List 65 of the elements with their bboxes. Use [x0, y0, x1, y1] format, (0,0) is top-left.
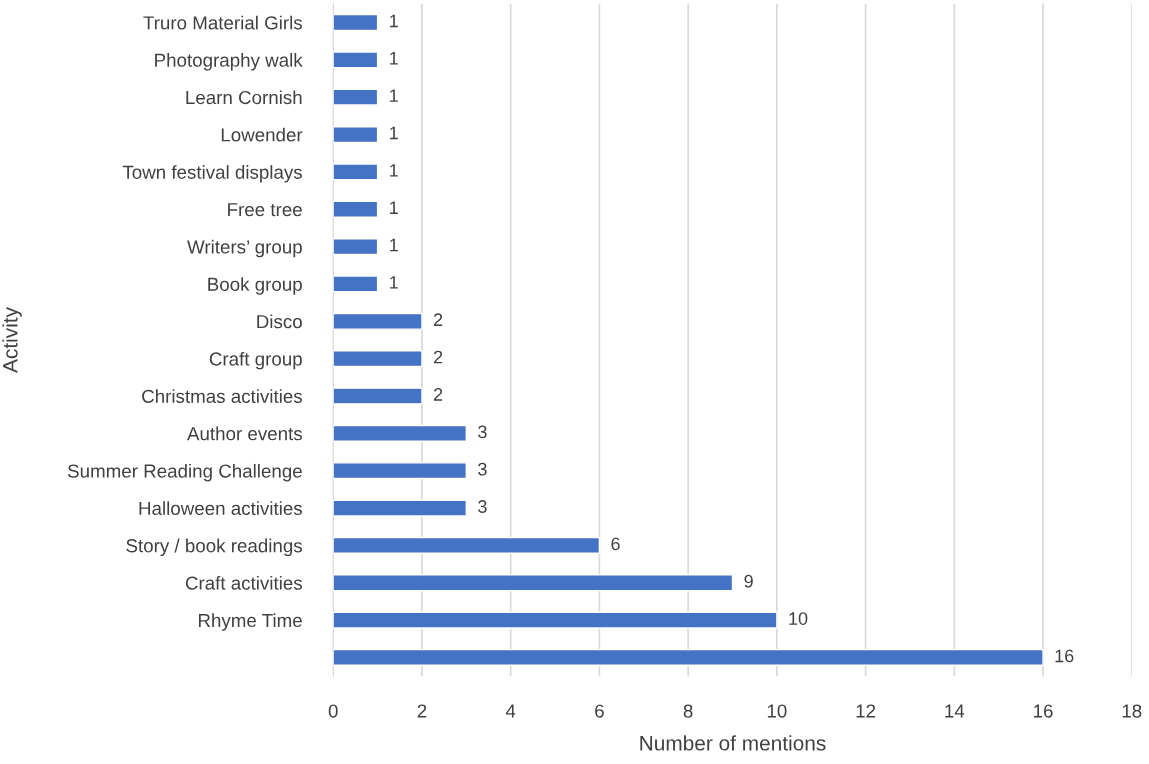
data-label: 1	[390, 89, 398, 102]
bar	[333, 350, 423, 368]
bar	[333, 200, 379, 218]
bar	[333, 312, 423, 330]
x-tick-label: 4	[505, 704, 516, 718]
y-tick-label: Photography walk	[155, 53, 303, 71]
y-tick-label: Lowender	[221, 127, 303, 142]
bar	[333, 51, 379, 69]
data-label: 1	[390, 201, 398, 214]
bar	[333, 499, 467, 517]
x-tick-label: 16	[1034, 704, 1053, 718]
y-tick-label: Disco	[257, 314, 302, 329]
bar	[333, 126, 379, 144]
bar	[333, 163, 379, 181]
bar	[333, 574, 734, 592]
y-tick-label: Craft group	[209, 351, 302, 370]
y-tick-label: Craft activities	[185, 575, 302, 590]
data-label: 1	[390, 238, 398, 252]
y-tick-label: Christmas activities	[142, 389, 302, 403]
y-tick-label: Truro Material Girls	[143, 15, 302, 30]
data-label: 2	[433, 313, 443, 326]
bar	[333, 536, 601, 554]
data-label: 9	[744, 574, 753, 588]
bar	[333, 238, 379, 256]
data-label: 3	[478, 500, 487, 513]
x-axis-title: Number of mentions	[640, 735, 826, 751]
bar	[333, 424, 467, 442]
data-label: 1	[390, 14, 398, 28]
y-tick-label: Town festival displays	[122, 165, 302, 183]
x-tick-label: 2	[417, 704, 427, 718]
data-label: 6	[611, 537, 620, 551]
y-tick-label: Free tree	[228, 203, 302, 217]
data-label: 1	[390, 164, 398, 177]
bar	[333, 611, 778, 629]
data-label: 16	[1055, 649, 1074, 663]
y-tick-label: Halloween activities	[139, 501, 302, 516]
data-label: 2	[433, 350, 443, 364]
bar	[333, 462, 467, 480]
y-tick-label: Writers’ group	[187, 239, 302, 258]
x-tick-label: 0	[328, 704, 338, 718]
y-tick-label: Story / book readings	[126, 538, 302, 557]
bar	[333, 13, 379, 32]
data-label: 2	[433, 388, 443, 401]
data-label: 3	[478, 425, 487, 439]
x-tick-label: 14	[945, 704, 965, 718]
data-label: 1	[390, 126, 398, 140]
x-tick-label: 6	[595, 704, 604, 718]
y-tick-label: Learn Cornish	[186, 90, 302, 105]
y-tick-label: Summer Reading Challenge	[67, 463, 302, 482]
bar	[333, 275, 379, 293]
x-tick-label: 10	[767, 704, 787, 718]
data-label: 1	[390, 52, 398, 65]
data-label: 10	[789, 612, 808, 625]
bar	[333, 648, 1044, 667]
y-axis-title: Activity	[2, 307, 22, 373]
x-tick-label: 8	[683, 704, 693, 718]
x-tick-label: 12	[856, 704, 876, 718]
y-tick-label: Author events	[187, 426, 302, 441]
y-tick-label: Rhyme Time	[198, 613, 302, 631]
bar	[333, 387, 423, 405]
y-tick-label: Book group	[208, 277, 302, 295]
data-label: 1	[390, 276, 398, 289]
data-label: 3	[478, 462, 487, 476]
bar	[333, 88, 379, 106]
x-tick-label: 18	[1122, 704, 1142, 718]
